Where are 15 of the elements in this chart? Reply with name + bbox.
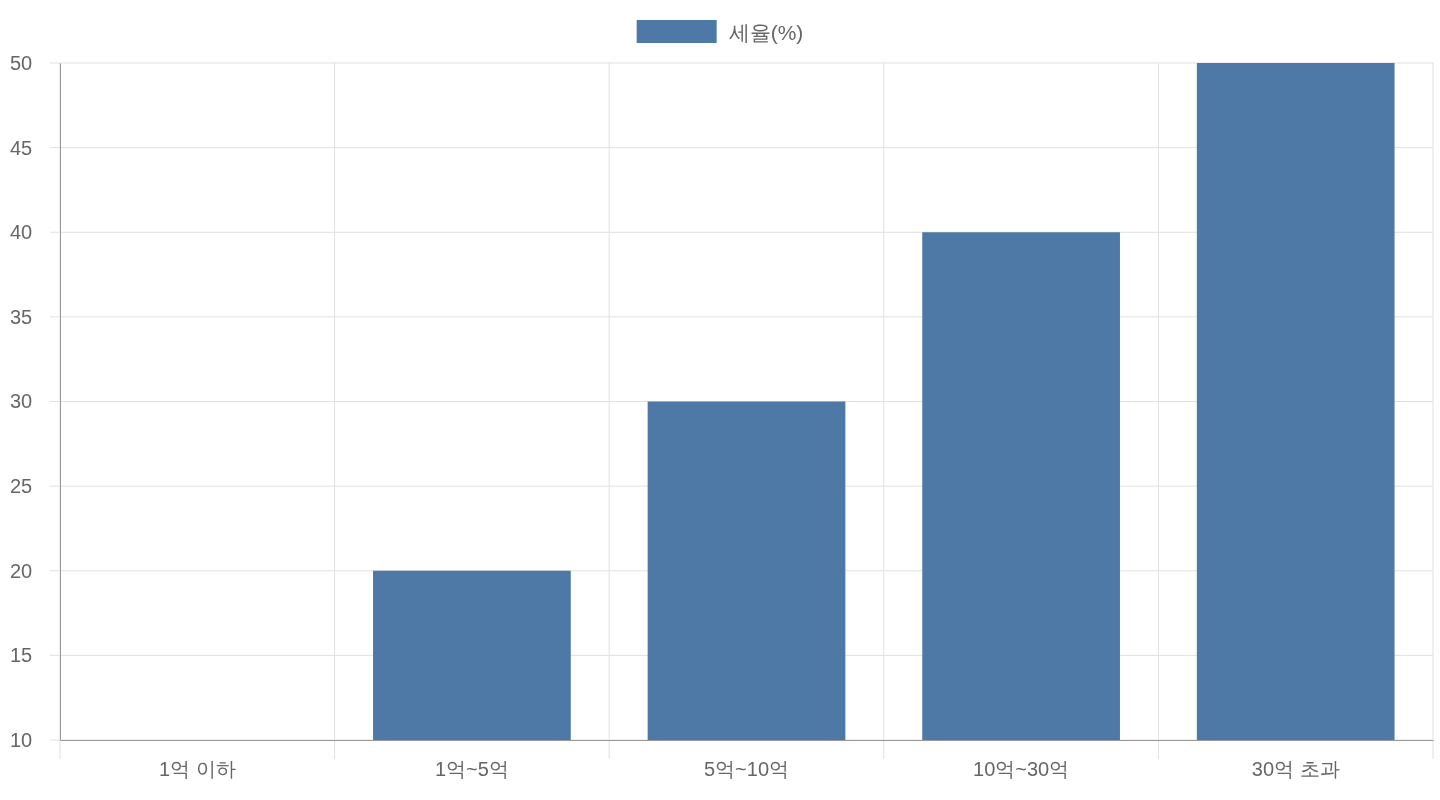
y-tick-label: 45 <box>10 136 33 159</box>
x-tick-label: 30억 초과 <box>1251 758 1340 781</box>
y-tick-label: 30 <box>10 390 33 413</box>
y-tick-label: 10 <box>10 728 33 751</box>
y-tick-label: 35 <box>10 305 33 328</box>
x-tick-label: 1억~5억 <box>434 758 509 781</box>
legend-label: 세율(%) <box>728 21 804 44</box>
y-tick-label: 50 <box>10 51 33 74</box>
y-tick-label: 40 <box>10 221 33 244</box>
y-tick-label: 15 <box>10 644 33 667</box>
y-tick-label: 25 <box>10 475 33 498</box>
x-tick-label: 5억~10억 <box>703 758 790 781</box>
x-tick-label: 1억 이하 <box>158 758 236 781</box>
y-tick-label: 20 <box>10 559 33 582</box>
x-tick-label: 10억~30억 <box>973 758 1070 781</box>
